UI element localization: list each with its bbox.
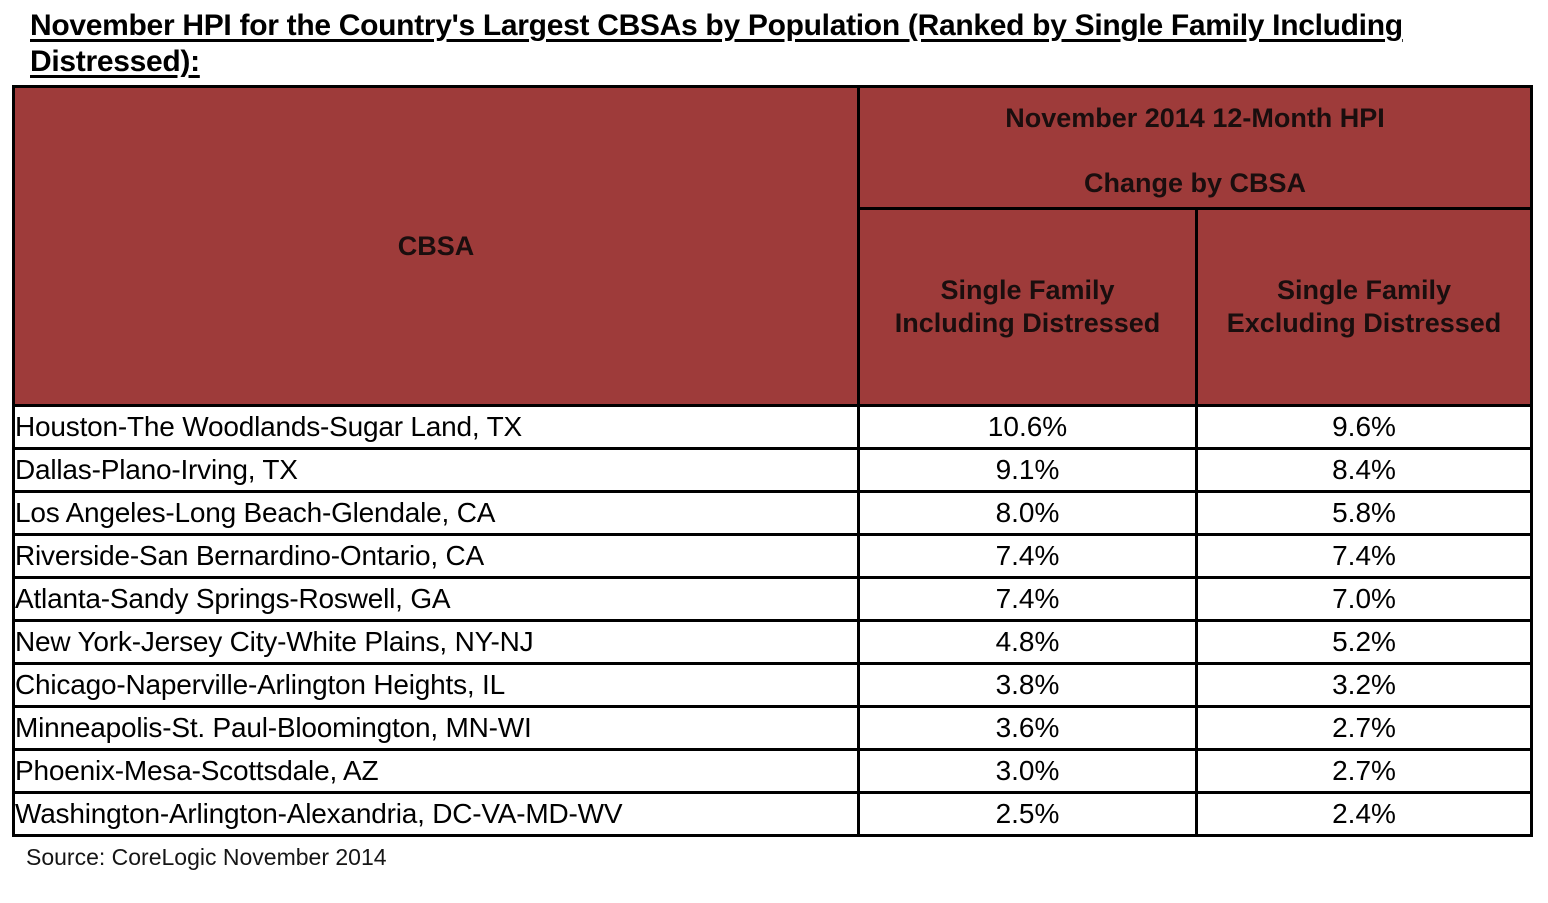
page-title: November HPI for the Country's Largest C…	[30, 8, 1548, 80]
cbsa-cell: Houston-The Woodlands-Sugar Land, TX	[12, 404, 860, 450]
excluding-cell: 2.4%	[1194, 791, 1534, 837]
column-header-including-distressed: Single Family Including Distressed	[857, 207, 1198, 407]
table-row: Washington-Arlington-Alexandria, DC-VA-M…	[12, 791, 1534, 837]
group-header-line2: Change by CBSA	[1083, 167, 1307, 198]
including-cell: 7.4%	[857, 576, 1198, 622]
including-cell: 4.8%	[857, 619, 1198, 665]
including-cell: 3.8%	[857, 662, 1198, 708]
including-cell: 2.5%	[857, 791, 1198, 837]
group-header: November 2014 12-Month HPI Change by CBS…	[856, 85, 1534, 210]
cbsa-cell: New York-Jersey City-White Plains, NY-NJ	[12, 619, 860, 665]
source-attribution: Source: CoreLogic November 2014	[26, 844, 387, 870]
including-cell: 10.6%	[857, 404, 1198, 450]
table-row: Houston-The Woodlands-Sugar Land, TX 10.…	[12, 404, 1534, 450]
table-row: Los Angeles-Long Beach-Glendale, CA 8.0%…	[12, 490, 1534, 536]
cbsa-cell: Dallas-Plano-Irving, TX	[12, 447, 860, 493]
cbsa-cell: Atlanta-Sandy Springs-Roswell, GA	[12, 576, 860, 622]
cbsa-column-header: CBSA	[12, 85, 860, 407]
hpi-table: CBSA November 2014 12-Month HPI Change b…	[12, 85, 1534, 837]
cbsa-cell: Riverside-San Bernardino-Ontario, CA	[12, 533, 860, 579]
table-row: Atlanta-Sandy Springs-Roswell, GA 7.4% 7…	[12, 576, 1534, 622]
column-header-excluding-distressed: Single Family Excluding Distressed	[1194, 207, 1534, 407]
table-row: Phoenix-Mesa-Scottsdale, AZ 3.0% 2.7%	[12, 748, 1534, 794]
table-row: New York-Jersey City-White Plains, NY-NJ…	[12, 619, 1534, 665]
excluding-cell: 5.8%	[1194, 490, 1534, 536]
group-header-line1: November 2014 12-Month HPI	[1005, 102, 1385, 133]
page-title-line2: Distressed):	[30, 45, 200, 78]
including-cell: 9.1%	[857, 447, 1198, 493]
excluding-cell: 7.0%	[1194, 576, 1534, 622]
cbsa-cell: Washington-Arlington-Alexandria, DC-VA-M…	[12, 791, 860, 837]
table-row: Riverside-San Bernardino-Ontario, CA 7.4…	[12, 533, 1534, 579]
table-row: Dallas-Plano-Irving, TX 9.1% 8.4%	[12, 447, 1534, 493]
including-cell: 3.6%	[857, 705, 1198, 751]
cbsa-cell: Los Angeles-Long Beach-Glendale, CA	[12, 490, 860, 536]
cbsa-cell: Chicago-Naperville-Arlington Heights, IL	[12, 662, 860, 708]
excluding-cell: 2.7%	[1194, 748, 1534, 794]
table-row: Chicago-Naperville-Arlington Heights, IL…	[12, 662, 1534, 708]
table-row: Minneapolis-St. Paul-Bloomington, MN-WI …	[12, 705, 1534, 751]
including-cell: 3.0%	[857, 748, 1198, 794]
table-header: CBSA November 2014 12-Month HPI Change b…	[12, 85, 1534, 407]
excluding-cell: 3.2%	[1194, 662, 1534, 708]
excluding-cell: 5.2%	[1194, 619, 1534, 665]
table-body: Houston-The Woodlands-Sugar Land, TX 10.…	[12, 404, 1534, 837]
excluding-cell: 7.4%	[1194, 533, 1534, 579]
including-cell: 8.0%	[857, 490, 1198, 536]
header-row-sub: Single Family Including Distressed Singl…	[14, 207, 1534, 407]
cbsa-cell: Minneapolis-St. Paul-Bloomington, MN-WI	[12, 705, 860, 751]
excluding-cell: 2.7%	[1194, 705, 1534, 751]
including-cell: 7.4%	[857, 533, 1198, 579]
excluding-cell: 9.6%	[1194, 404, 1534, 450]
excluding-cell: 8.4%	[1194, 447, 1534, 493]
header-row-group: CBSA November 2014 12-Month HPI Change b…	[12, 85, 1534, 407]
cbsa-cell: Phoenix-Mesa-Scottsdale, AZ	[12, 748, 860, 794]
page-title-line1: November HPI for the Country's Largest C…	[30, 9, 1403, 42]
